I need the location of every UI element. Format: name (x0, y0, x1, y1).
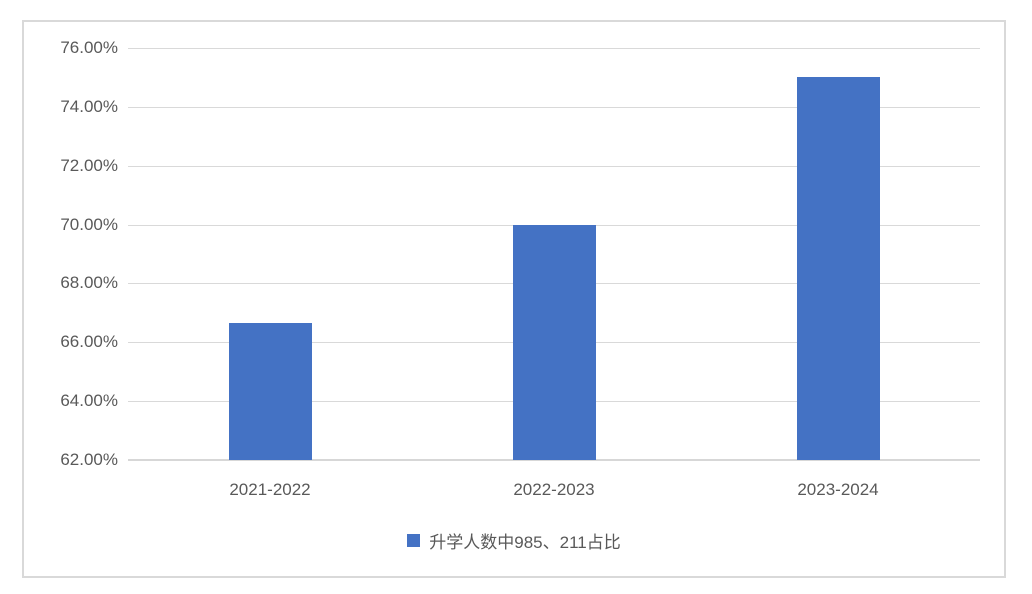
bar-slot (412, 48, 696, 460)
gridline (128, 165, 980, 167)
bar-series (128, 48, 980, 460)
legend[interactable]: 升学人数中985、211占比 (24, 528, 1004, 553)
y-axis-label: 74.00% (60, 96, 118, 116)
gridline (128, 106, 980, 108)
y-axis-label: 66.00% (60, 332, 118, 352)
plot-area (128, 48, 980, 461)
y-axis-label: 72.00% (60, 155, 118, 175)
legend-swatch-icon (407, 534, 421, 547)
chart-frame[interactable]: 62.00% 64.00% 66.00% 68.00% 70.00% 72.00% 74.0… (22, 20, 1006, 578)
y-axis-label: 68.00% (60, 273, 118, 293)
y-axis-label: 70.00% (60, 214, 118, 234)
x-axis: 2021-2022 2022-2023 2023-2024 (128, 480, 980, 500)
x-axis-label: 2023-2024 (797, 480, 879, 499)
y-axis-label: 64.00% (60, 391, 118, 411)
bar-slot (128, 48, 412, 460)
y-axis-label: 62.00% (60, 450, 118, 469)
bar[interactable] (512, 224, 596, 460)
x-axis-line (128, 459, 980, 461)
bar[interactable] (228, 322, 312, 460)
gridline (128, 48, 980, 49)
legend-label: 升学人数中985、211占比 (429, 533, 621, 552)
y-axis: 62.00% 64.00% 66.00% 68.00% 70.00% 72.00% 74.0… (24, 38, 118, 469)
bar[interactable] (796, 77, 880, 460)
bar-slot (696, 48, 980, 460)
y-axis-label: 76.00% (60, 38, 118, 57)
x-axis-label: 2021-2022 (229, 480, 311, 499)
x-axis-label: 2022-2023 (513, 480, 595, 499)
